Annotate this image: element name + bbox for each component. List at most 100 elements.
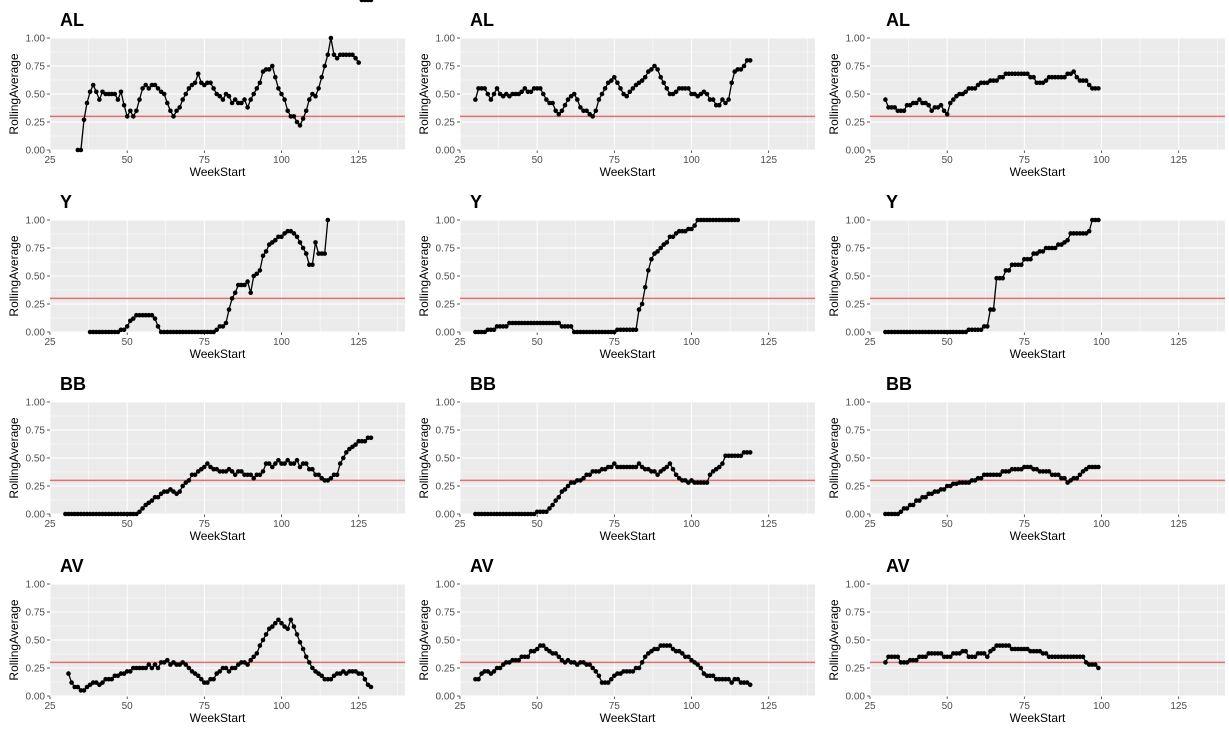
data-point (939, 103, 944, 108)
data-point (137, 97, 142, 102)
x-tick-label: 100 (1093, 337, 1110, 348)
data-point (963, 90, 968, 95)
data-point (329, 36, 334, 41)
data-point (557, 495, 562, 500)
data-point (329, 476, 334, 481)
x-axis-title: WeekStart (190, 711, 246, 725)
data-point (637, 307, 642, 312)
x-axis-title: WeekStart (1010, 347, 1066, 361)
data-point (150, 313, 155, 318)
data-point (245, 279, 250, 284)
data-point (1071, 69, 1076, 74)
data-point (655, 249, 660, 254)
data-point (171, 114, 176, 119)
data-point (218, 94, 223, 99)
data-point (205, 680, 210, 685)
data-point (258, 268, 263, 273)
y-tick-label: 0.75 (846, 244, 866, 255)
data-point (66, 671, 71, 676)
y-tick-label: 1.00 (436, 580, 456, 591)
data-point (631, 669, 636, 674)
x-tick-label: 50 (122, 155, 134, 166)
data-point (674, 90, 679, 95)
data-point (1081, 655, 1086, 660)
data-point (979, 328, 984, 333)
data-point (258, 643, 263, 648)
data-point (69, 680, 74, 685)
data-point (153, 316, 158, 321)
x-tick-label: 50 (942, 337, 954, 348)
data-point (736, 677, 741, 682)
data-point (258, 473, 263, 478)
data-point (1062, 476, 1067, 481)
data-point (883, 660, 888, 665)
y-tick-label: 0.75 (436, 426, 456, 437)
x-tick-label: 50 (122, 337, 134, 348)
data-point (945, 112, 950, 117)
data-point (686, 655, 691, 660)
y-axis-title: RollingAverage (827, 53, 841, 134)
data-point (717, 103, 722, 108)
data-point (538, 86, 543, 91)
data-point (1096, 465, 1101, 470)
data-point (147, 86, 152, 91)
data-point (150, 498, 155, 503)
data-point (476, 677, 481, 682)
data-point (143, 83, 148, 88)
data-point (473, 97, 478, 102)
chart-panel: AL 25 50 75 100 125 0.00 0.25 0.50 0.75 1.00 WeekSt… (410, 0, 815, 182)
data-point (298, 640, 303, 645)
x-axis-title: WeekStart (1010, 711, 1066, 725)
chart-plot: 25 50 75 100 125 0.00 0.25 0.50 0.75 1.00 WeekStar… (410, 182, 815, 364)
data-point (892, 105, 897, 110)
data-point (341, 456, 346, 461)
y-tick-label: 0.00 (26, 510, 46, 521)
data-point (125, 324, 130, 329)
data-point (156, 86, 161, 91)
y-axis-title: RollingAverage (827, 599, 841, 680)
data-point (1096, 218, 1101, 223)
data-point (329, 677, 334, 682)
data-point (652, 469, 657, 474)
y-tick-label: 0.50 (846, 454, 866, 465)
y-tick-label: 0.25 (436, 300, 456, 311)
data-point (369, 0, 374, 2)
y-axis-title: RollingAverage (7, 599, 21, 680)
data-point (304, 109, 309, 114)
y-axis-title: RollingAverage (417, 417, 431, 498)
chart-panel: AV 25 50 75 100 125 0.00 0.25 0.50 0.75 1.00 WeekSt… (820, 546, 1225, 728)
data-point (276, 86, 281, 91)
data-point (254, 272, 259, 277)
data-point (547, 506, 552, 511)
data-point (535, 647, 540, 652)
data-point (313, 240, 318, 245)
data-point (643, 655, 648, 660)
data-point (557, 655, 562, 660)
y-tick-label: 0.00 (846, 146, 866, 157)
x-tick-label: 25 (44, 337, 56, 348)
data-point (720, 97, 725, 102)
y-tick-label: 0.75 (846, 608, 866, 619)
y-tick-label: 0.75 (846, 62, 866, 73)
data-point (917, 97, 922, 102)
data-point (711, 97, 716, 102)
y-tick-label: 0.25 (26, 664, 46, 675)
y-axis-title: RollingAverage (7, 235, 21, 316)
y-tick-label: 0.00 (436, 692, 456, 703)
x-axis-title: WeekStart (1010, 165, 1066, 179)
y-tick-label: 1.00 (846, 580, 866, 591)
data-point (316, 86, 321, 91)
data-point (963, 649, 968, 654)
data-point (705, 480, 710, 485)
data-point (177, 489, 182, 494)
x-tick-label: 125 (760, 337, 777, 348)
data-point (245, 662, 250, 667)
data-point (634, 328, 639, 333)
data-point (1000, 75, 1005, 80)
data-point (726, 97, 731, 102)
data-point (156, 324, 161, 329)
chart-panel: BB 25 50 75 100 125 0.00 0.25 0.50 0.75 1.00 WeekSt… (0, 364, 405, 546)
data-point (350, 53, 355, 58)
data-point (221, 97, 226, 102)
data-point (310, 666, 315, 671)
